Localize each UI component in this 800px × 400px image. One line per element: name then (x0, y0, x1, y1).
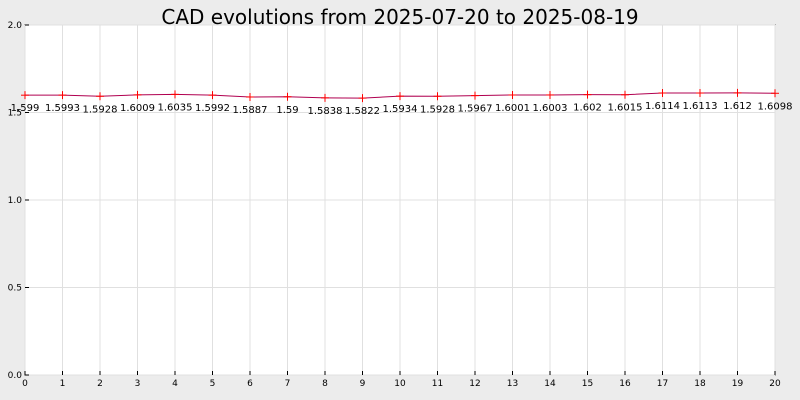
x-tick-label: 2 (97, 379, 103, 389)
data-label: 1.59 (276, 105, 298, 116)
x-tick-label: 13 (507, 379, 518, 389)
data-point-marker (771, 89, 779, 98)
data-point-marker (208, 91, 217, 100)
data-point-marker (658, 89, 667, 98)
x-tick-label: 17 (657, 379, 668, 389)
x-tick-label: 8 (322, 379, 328, 389)
y-tick-label: 0.5 (8, 284, 22, 294)
data-label: 1.5838 (308, 106, 343, 117)
data-labels: 1.599 1.5993 1.5928 1.6009 1.6035 1.5992 1.588… (11, 101, 793, 117)
x-tick-label: 20 (769, 379, 781, 389)
data-label: 1.6003 (533, 103, 568, 114)
data-label: 1.6113 (683, 101, 718, 112)
data-point-marker (21, 91, 29, 100)
data-point-marker (621, 90, 629, 99)
data-point-marker (583, 90, 592, 99)
data-point-marker (246, 92, 254, 101)
x-tick-label: 7 (285, 379, 291, 389)
grid-lines (24, 24, 776, 376)
series-cad (21, 88, 779, 103)
data-label: 1.6114 (645, 101, 680, 112)
y-tick-label: 1.0 (8, 196, 23, 206)
data-point-marker (546, 90, 554, 99)
data-label: 1.6009 (120, 103, 155, 114)
data-point-marker (58, 91, 67, 100)
x-tick-label: 1 (60, 379, 66, 389)
data-label: 1.5993 (45, 103, 80, 114)
data-label: 1.602 (573, 103, 602, 114)
x-tick-label: 18 (694, 379, 706, 389)
x-tick-label: 19 (732, 379, 744, 389)
data-label: 1.5928 (420, 104, 455, 115)
data-point-marker (508, 90, 517, 99)
data-label: 1.599 (11, 103, 40, 114)
x-tick-label: 9 (360, 379, 366, 389)
data-label: 1.5928 (83, 104, 118, 115)
data-label: 1.5887 (233, 105, 268, 116)
x-tick-label: 4 (172, 379, 178, 389)
data-point-marker (96, 92, 104, 101)
data-point-marker (358, 94, 367, 103)
data-point-marker (433, 92, 442, 101)
data-point-marker (696, 89, 704, 98)
data-point-marker (283, 92, 292, 101)
data-label: 1.6015 (608, 103, 643, 114)
x-tick-label: 16 (619, 379, 631, 389)
data-point-marker (733, 88, 742, 97)
y-tick-label: 2.0 (8, 21, 23, 31)
x-tick-label: 3 (135, 379, 141, 389)
data-label: 1.6001 (495, 103, 530, 114)
data-label: 1.6098 (758, 101, 793, 112)
data-point-marker (133, 90, 142, 99)
y-tick-label: 1.5 (8, 109, 22, 119)
data-label: 1.5992 (195, 103, 230, 114)
data-point-marker (396, 92, 404, 101)
axes: 0 1 2 3 4 5 6 7 8 9 10 11 12 13 14 15 16 17 18 19 200.00.51.… (8, 21, 781, 389)
data-label: 1.5822 (345, 106, 380, 117)
data-point-marker (471, 91, 479, 100)
data-label: 1.6035 (158, 102, 193, 113)
x-tick-label: 12 (469, 379, 480, 389)
data-label: 1.5967 (458, 104, 493, 115)
x-tick-label: 5 (210, 379, 216, 389)
x-tick-label: 15 (582, 379, 593, 389)
data-point-marker (171, 90, 179, 99)
x-tick-label: 14 (544, 379, 556, 389)
x-tick-label: 6 (247, 379, 253, 389)
data-label: 1.5934 (383, 104, 418, 115)
data-label: 1.612 (723, 101, 752, 112)
x-tick-label: 11 (432, 379, 443, 389)
y-tick-label: 0.0 (8, 371, 23, 381)
x-tick-label: 0 (22, 379, 28, 389)
x-tick-label: 10 (394, 379, 406, 389)
data-point-marker (321, 93, 329, 102)
